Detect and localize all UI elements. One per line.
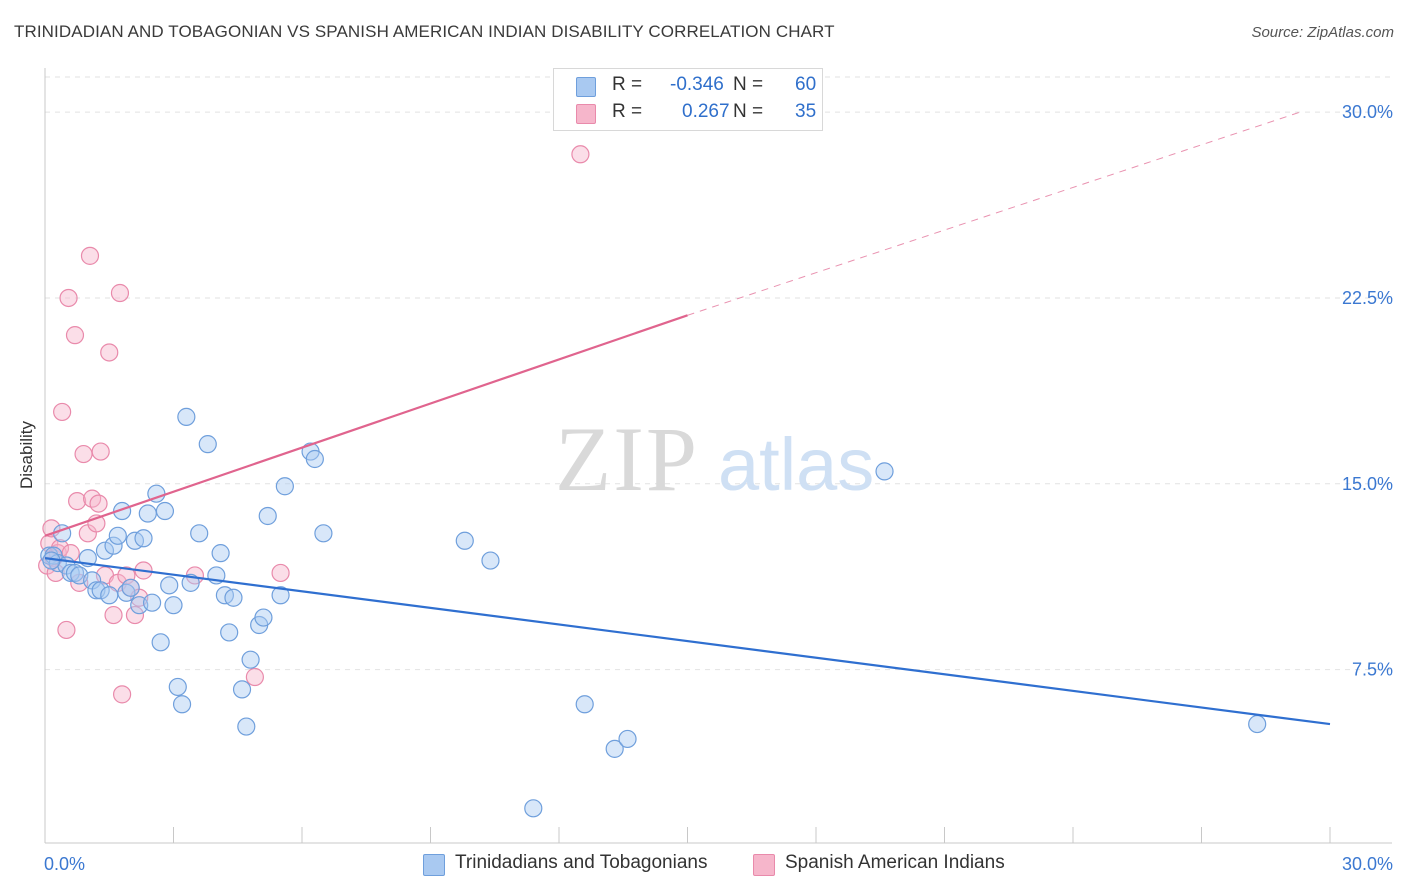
n-value: 60 [795,74,817,95]
blue-point [95,541,115,560]
blue-point [181,573,200,592]
pink-swatch [576,104,596,124]
pink-trend-line [44,314,688,537]
r-value: -0.346 [670,74,724,95]
n-value: 35 [795,101,817,122]
blue-point [481,551,500,570]
r-label: R = [612,74,643,95]
r-label: R = [612,101,643,122]
pink-point [89,494,108,513]
legend-label: Trinidadians and Tobagonians [455,852,708,873]
grid-lines [45,76,1392,671]
blue-point [104,536,123,555]
pink-point [110,283,130,303]
pink-point [68,492,87,511]
blue-point [151,633,170,652]
chart-title: TRINIDADIAN AND TOBAGONIAN VS SPANISH AM… [14,22,835,41]
trend-lines [44,111,1331,726]
pink-point [104,605,123,625]
blue-point [314,524,333,543]
blue-point [232,680,252,699]
blue-point [164,596,183,615]
pink-point [80,246,100,265]
blue-swatch [423,854,445,876]
blue-point [524,799,543,818]
pink-point [57,620,76,640]
blue-point [108,526,127,545]
pink-point [65,326,85,345]
blue-point [275,477,294,496]
blue-point [121,578,140,597]
y-tick-label: 15.0% [1342,474,1393,494]
blue-point [875,462,894,481]
blue-point [241,650,260,669]
blue-point [190,524,209,543]
blue-point [271,586,290,605]
blue-point [254,608,273,627]
blue-point [305,449,324,469]
x-tick-label: 30.0% [1342,854,1393,874]
pink-point [74,444,93,464]
pink-point [245,667,264,687]
blue-point [172,695,192,714]
blue-trend-line [44,557,1331,726]
y-tick-label: 30.0% [1342,102,1393,122]
pink-point [112,685,132,704]
blue-point [455,531,474,550]
series-legend: Trinidadians and Tobagonians Spanish Ame… [0,852,1406,878]
blue-point [177,407,196,426]
blue-point [258,506,277,526]
pink-point [91,442,110,461]
blue-point [1248,714,1267,734]
blue-point [155,501,175,521]
tick-labels: 7.5% 15.0% 22.5% 30.0% 0.0% 30.0% [44,102,1393,874]
axes [44,68,1392,844]
y-tick-label: 22.5% [1342,288,1393,308]
pink-points [38,145,590,704]
pink-point [50,539,70,558]
watermark-zip: ZIP [555,408,699,510]
blue-point [575,695,594,714]
blue-swatch [576,77,596,97]
n-label: N = [733,101,764,122]
blue-point [605,739,624,758]
x-tick-label: 0.0% [44,854,85,874]
pink-point [59,288,78,308]
pink-point [100,343,119,362]
watermark: ZIP atlas [555,408,874,510]
source-label: Source: ZipAtlas.com [1251,24,1394,41]
pink-trend-extension [687,111,1301,316]
r-value: 0.267 [682,101,730,122]
blue-point [100,586,119,605]
blue-point [138,504,157,523]
legend-label: Spanish American Indians [785,852,1005,873]
blue-point [142,593,162,612]
blue-point [211,544,230,563]
pink-swatch [753,854,775,876]
blue-point [198,435,217,454]
blue-point [168,677,187,697]
blue-point [160,576,179,595]
y-tick-label: 7.5% [1352,660,1393,680]
pink-point [53,402,72,422]
blue-point [134,529,153,548]
blue-point [618,729,637,749]
stats-legend: R = -0.346 N = 60 R = 0.267 N = 35 [553,68,823,131]
watermark-atlas: atlas [718,423,874,506]
n-label: N = [733,74,764,95]
blue-points [40,407,1267,818]
blue-point [220,623,239,642]
pink-point [271,563,290,583]
blue-point [224,588,243,607]
pink-point [125,605,145,625]
y-axis-label: Disability [17,420,36,489]
blue-point [91,581,110,600]
blue-point [237,717,256,736]
pink-point [571,145,590,164]
